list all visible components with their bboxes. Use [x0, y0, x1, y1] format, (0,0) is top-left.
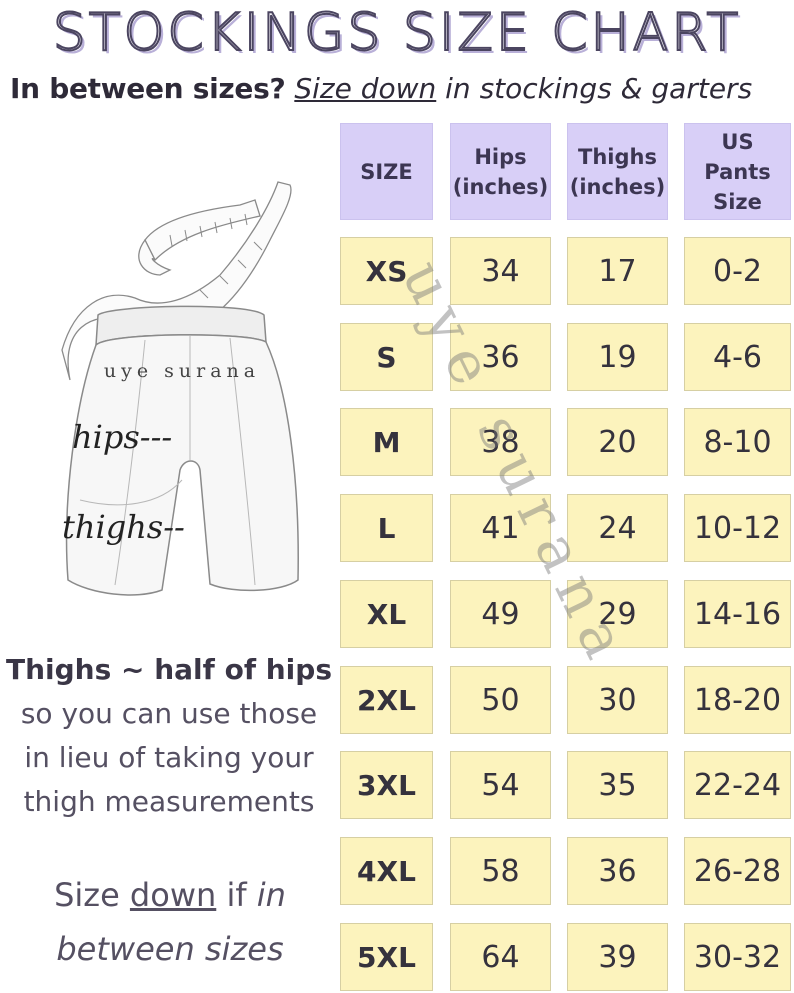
header-thighs-line-2: (inches)	[569, 174, 666, 199]
cell-thighs-4xl: 36	[567, 837, 668, 905]
header-thighs-line-1: Thighs	[578, 144, 657, 169]
cell-size-4xl: 4XL	[340, 837, 433, 905]
thigh-note-line-3: thigh measurements	[23, 785, 315, 818]
header-pants: US Pants Size	[684, 123, 791, 220]
chart-title: STOCKINGS SIZE CHART	[52, 2, 742, 64]
thigh-note-line-2: in lieu of taking your	[24, 741, 314, 774]
size-down-note: Size down if in between sizes	[20, 868, 320, 976]
cell-pants-xs: 0-2	[684, 237, 791, 305]
shorts-icon	[65, 305, 299, 596]
header-hips-line-2: (inches)	[452, 174, 549, 199]
header-thighs: Thighs (inches)	[567, 123, 668, 220]
cell-size-5xl: 5XL	[340, 923, 433, 991]
cell-pants-m: 8-10	[684, 408, 791, 476]
header-size: SIZE	[340, 123, 433, 220]
cell-size-3xl: 3XL	[340, 751, 433, 819]
cell-thighs-xl: 29	[567, 580, 668, 648]
cell-size-l: L	[340, 494, 433, 562]
thigh-note: Thighs ~ half of hips so you can use tho…	[0, 648, 338, 824]
cell-size-m: M	[340, 408, 433, 476]
cell-pants-4xl: 26-28	[684, 837, 791, 905]
subtitle-rest: in stockings & garters	[445, 72, 753, 105]
header-pants-line-2: Size	[713, 189, 762, 214]
header-size-line-1: SIZE	[360, 159, 413, 184]
cell-hips-s: 36	[450, 323, 551, 391]
thighs-label: thighs--	[62, 508, 185, 546]
cell-thighs-m: 20	[567, 408, 668, 476]
size-down-part-3: if	[216, 876, 257, 914]
size-down-part-4: in	[256, 876, 286, 914]
cell-hips-xl: 49	[450, 580, 551, 648]
cell-thighs-s: 19	[567, 323, 668, 391]
shorts-illustration: uye surana hips--- thighs--	[61, 181, 299, 596]
header-hips-line-1: Hips	[474, 144, 527, 169]
cell-pants-5xl: 30-32	[684, 923, 791, 991]
size-down-part-2: down	[129, 876, 217, 914]
cell-thighs-3xl: 35	[567, 751, 668, 819]
cell-hips-m: 38	[450, 408, 551, 476]
cell-hips-3xl: 54	[450, 751, 551, 819]
subtitle-lead: In between sizes?	[10, 72, 286, 105]
thigh-note-line-1: so you can use those	[20, 697, 318, 730]
thigh-note-headline: Thighs ~ half of hips	[6, 653, 332, 686]
cell-size-2xl: 2XL	[340, 666, 433, 734]
cell-pants-3xl: 22-24	[684, 751, 791, 819]
cell-thighs-2xl: 30	[567, 666, 668, 734]
subtitle: In between sizes? Size down in stockings…	[10, 70, 794, 108]
cell-size-s: S	[340, 323, 433, 391]
subtitle-emphasis: Size down	[294, 72, 437, 105]
cell-hips-5xl: 64	[450, 923, 551, 991]
cell-size-xs: XS	[340, 237, 433, 305]
cell-pants-l: 10-12	[684, 494, 791, 562]
cell-pants-2xl: 18-20	[684, 666, 791, 734]
hips-label: hips---	[72, 418, 172, 456]
cell-thighs-l: 24	[567, 494, 668, 562]
size-down-part-1: Size	[54, 876, 130, 914]
cell-hips-2xl: 50	[450, 666, 551, 734]
size-down-part-5: between sizes	[56, 930, 284, 968]
cell-pants-s: 4-6	[684, 323, 791, 391]
cell-hips-xs: 34	[450, 237, 551, 305]
cell-thighs-xs: 17	[567, 237, 668, 305]
cell-thighs-5xl: 39	[567, 923, 668, 991]
cell-hips-l: 41	[450, 494, 551, 562]
header-hips: Hips (inches)	[450, 123, 551, 220]
cell-pants-xl: 14-16	[684, 580, 791, 648]
brand-text: uye surana	[104, 360, 260, 382]
cell-hips-4xl: 58	[450, 837, 551, 905]
header-pants-line-1: US Pants	[704, 129, 771, 184]
cell-size-xl: XL	[340, 580, 433, 648]
